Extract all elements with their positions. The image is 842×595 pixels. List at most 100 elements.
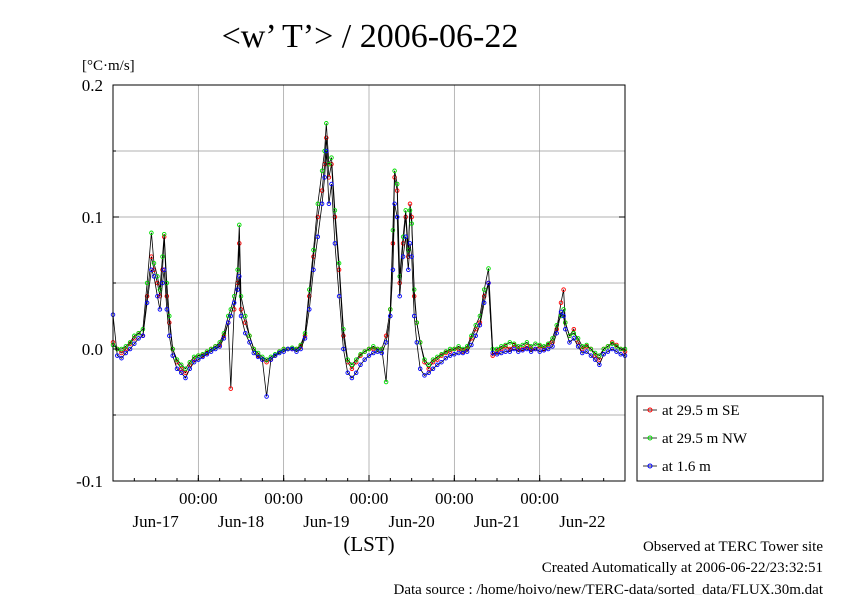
data-point bbox=[443, 349, 449, 354]
data-point bbox=[247, 333, 252, 339]
data-point bbox=[157, 293, 163, 299]
data-point bbox=[580, 350, 585, 356]
data-point bbox=[507, 349, 513, 354]
data-point bbox=[311, 247, 316, 253]
data-point bbox=[490, 350, 495, 356]
data-point bbox=[511, 341, 517, 346]
data-point bbox=[167, 333, 172, 339]
data-point bbox=[481, 287, 487, 292]
data-point bbox=[329, 155, 334, 160]
data-point bbox=[221, 336, 227, 341]
data-point bbox=[255, 354, 261, 360]
data-point bbox=[208, 346, 214, 352]
data-point bbox=[213, 346, 218, 352]
data-point bbox=[614, 349, 619, 354]
data-point bbox=[520, 342, 525, 348]
x-axis-label: (LST) bbox=[343, 532, 394, 556]
data-point bbox=[392, 201, 397, 207]
data-point bbox=[362, 357, 367, 362]
data-point bbox=[407, 208, 413, 213]
data-point bbox=[411, 313, 417, 319]
data-point bbox=[490, 353, 495, 358]
data-point bbox=[460, 349, 466, 354]
data-point bbox=[136, 330, 141, 336]
legend-marker bbox=[647, 463, 653, 469]
data-point bbox=[160, 254, 165, 259]
data-point bbox=[614, 344, 619, 349]
data-point bbox=[528, 349, 534, 354]
data-point bbox=[319, 201, 325, 207]
data-point bbox=[592, 357, 598, 362]
data-point bbox=[473, 333, 478, 339]
data-point bbox=[375, 349, 380, 354]
data-point bbox=[592, 350, 598, 356]
data-point bbox=[174, 357, 180, 362]
x-tick-time-label: 00:00 bbox=[264, 489, 303, 508]
data-point bbox=[362, 349, 367, 354]
data-point bbox=[358, 362, 363, 368]
data-point bbox=[528, 346, 534, 352]
data-point bbox=[403, 234, 408, 240]
x-tick-time-label: 00:00 bbox=[350, 489, 389, 508]
data-point bbox=[422, 373, 427, 378]
data-point bbox=[580, 344, 585, 349]
data-point bbox=[371, 344, 376, 349]
data-point bbox=[140, 326, 146, 332]
data-point bbox=[200, 352, 205, 357]
data-point bbox=[443, 355, 449, 361]
data-point bbox=[516, 349, 521, 354]
data-point bbox=[537, 349, 542, 354]
data-point bbox=[353, 357, 359, 362]
data-point bbox=[302, 336, 308, 341]
data-point bbox=[447, 353, 453, 358]
data-point bbox=[524, 346, 530, 352]
data-point bbox=[119, 346, 124, 352]
data-point bbox=[406, 267, 411, 273]
data-point bbox=[383, 333, 389, 339]
data-point bbox=[235, 287, 240, 292]
data-point bbox=[127, 346, 133, 352]
data-point bbox=[277, 350, 282, 356]
data-point bbox=[132, 341, 137, 346]
data-point bbox=[494, 352, 500, 357]
data-point bbox=[563, 326, 568, 332]
data-point bbox=[358, 352, 363, 357]
data-point bbox=[550, 336, 555, 341]
data-point bbox=[144, 300, 150, 306]
data-point bbox=[533, 341, 538, 346]
footer-created-time: Created Automatically at 2006-06-22/23:3… bbox=[542, 560, 823, 576]
data-point bbox=[414, 340, 420, 345]
data-point bbox=[167, 320, 172, 325]
x-tick-time-label: 00:00 bbox=[435, 489, 474, 508]
data-point bbox=[561, 287, 566, 292]
data-point bbox=[294, 346, 299, 352]
data-point bbox=[349, 362, 355, 368]
legend-marker bbox=[647, 407, 653, 413]
legend-items: at 29.5 m SE at 29.5 m NW at 1.6 m bbox=[643, 403, 748, 475]
data-point bbox=[400, 234, 406, 240]
data-point bbox=[366, 353, 372, 358]
data-point bbox=[571, 336, 577, 341]
series-line bbox=[112, 150, 626, 397]
data-point bbox=[452, 346, 457, 352]
data-point bbox=[187, 359, 193, 365]
data-point bbox=[144, 293, 150, 299]
data-point bbox=[558, 300, 564, 306]
data-point bbox=[371, 350, 376, 356]
data-point bbox=[422, 357, 427, 362]
data-point bbox=[272, 353, 278, 358]
data-point bbox=[541, 348, 547, 353]
data-point bbox=[561, 307, 566, 312]
data-point bbox=[597, 353, 602, 358]
data-point bbox=[324, 148, 329, 154]
data-point bbox=[237, 274, 242, 279]
data-point bbox=[228, 386, 234, 391]
data-point bbox=[520, 348, 525, 353]
data-point bbox=[554, 330, 559, 336]
data-point bbox=[353, 370, 359, 376]
data-point bbox=[149, 267, 154, 273]
data-point bbox=[524, 340, 530, 345]
data-point bbox=[183, 375, 188, 381]
data-point bbox=[575, 336, 581, 341]
data-point bbox=[170, 346, 175, 352]
